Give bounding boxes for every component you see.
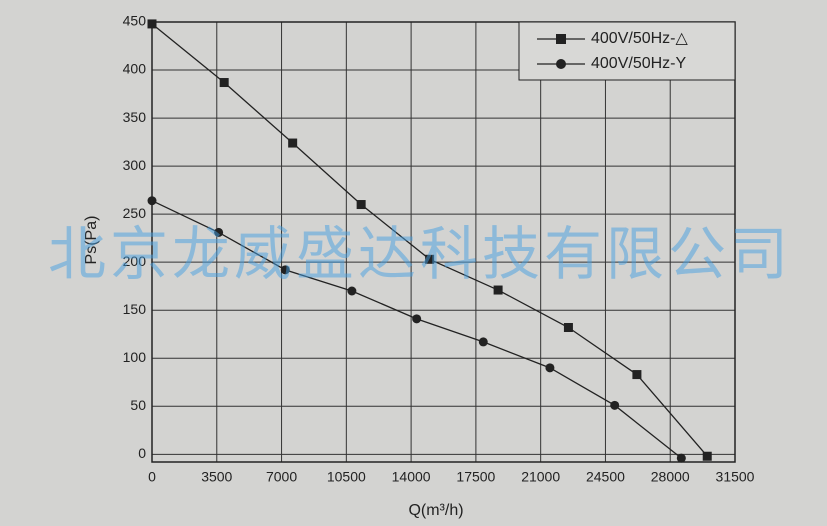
x-tick-label: 10500 — [327, 469, 366, 485]
marker — [676, 453, 686, 463]
y-tick-label: 50 — [130, 397, 146, 413]
marker — [563, 323, 573, 333]
y-tick-label: 300 — [123, 157, 147, 173]
marker — [478, 337, 488, 347]
marker — [412, 314, 422, 324]
x-axis-label: Q(m³/h) — [408, 502, 463, 519]
marker — [356, 200, 366, 210]
marker — [280, 265, 290, 275]
y-tick-label: 0 — [138, 445, 146, 461]
y-tick-label: 250 — [123, 205, 147, 221]
marker — [610, 400, 620, 410]
marker — [493, 285, 503, 295]
x-tick-label: 24500 — [586, 469, 625, 485]
x-tick-label: 31500 — [716, 469, 755, 485]
marker — [147, 19, 157, 29]
x-tick-label: 14000 — [392, 469, 431, 485]
plot-frame — [151, 21, 736, 463]
x-tick-label: 3500 — [201, 469, 232, 485]
y-tick-label: 200 — [123, 253, 147, 269]
marker — [632, 370, 642, 380]
marker — [702, 451, 712, 461]
x-tick-label: 21000 — [521, 469, 560, 485]
legend-marker — [556, 34, 566, 44]
legend-label: 400V/50Hz-△ — [591, 30, 688, 47]
y-tick-label: 100 — [123, 349, 147, 365]
marker — [214, 227, 224, 237]
x-tick-label: 7000 — [266, 469, 297, 485]
marker — [219, 78, 229, 88]
watermark: 北京龙威盛达科技有限公司 — [48, 220, 792, 288]
y-tick-label: 450 — [123, 13, 147, 29]
legend-box — [518, 21, 736, 81]
marker — [545, 363, 555, 373]
marker — [288, 138, 298, 148]
x-tick-label: 0 — [148, 469, 156, 485]
x-tick-label: 17500 — [456, 469, 495, 485]
marker — [425, 254, 435, 264]
x-tick-label: 28000 — [651, 469, 690, 485]
y-tick-label: 350 — [123, 109, 147, 125]
y-tick-label: 400 — [123, 61, 147, 77]
legend-marker — [556, 59, 566, 69]
y-tick-label: 150 — [123, 301, 147, 317]
marker — [147, 196, 157, 206]
y-axis-label: Ps(Pa) — [83, 216, 100, 265]
marker — [347, 286, 357, 296]
legend-label: 400V/50Hz-Y — [591, 55, 686, 72]
